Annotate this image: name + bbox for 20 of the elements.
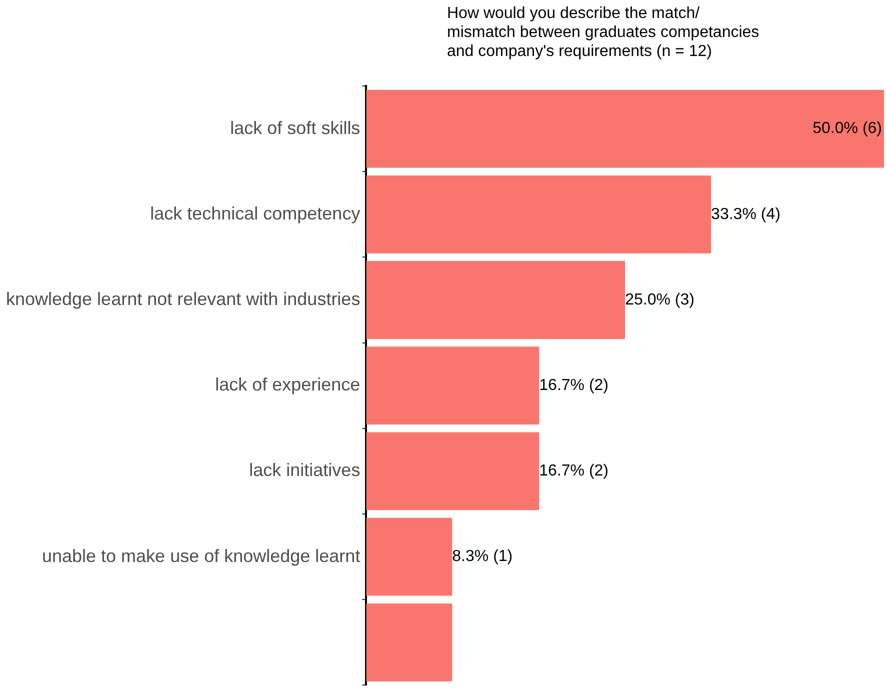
y-tick-label: unable to make use of knowledge learnt [42, 546, 360, 566]
data-label: 33.3% (4) [711, 206, 780, 223]
data-label: 25.0% (3) [625, 291, 694, 308]
y-tick-label: knowledge learnt not relevant with industries [6, 288, 360, 309]
bar [366, 518, 452, 596]
data-label: 50.0% (6) [812, 120, 882, 138]
bar [366, 432, 540, 510]
data-label: 16.7% (2) [539, 462, 609, 480]
y-tick-label: lack initiatives [249, 460, 360, 480]
y-tick-label: lack technical competency [150, 203, 360, 224]
data-label: 8.3% (1) [452, 548, 513, 566]
data-label: 16.7% (2) [539, 377, 609, 394]
bar [366, 603, 452, 682]
bar [366, 261, 626, 339]
chart-title: How would you describe the match/ mismatch between graduates competancies and company's requirements (n = 12) [447, 4, 760, 61]
bar [366, 175, 712, 254]
bar [366, 90, 884, 168]
y-tick-label: lack of experience [215, 374, 360, 395]
y-tick-label: lack of soft skills [230, 118, 360, 138]
bar [366, 346, 540, 425]
